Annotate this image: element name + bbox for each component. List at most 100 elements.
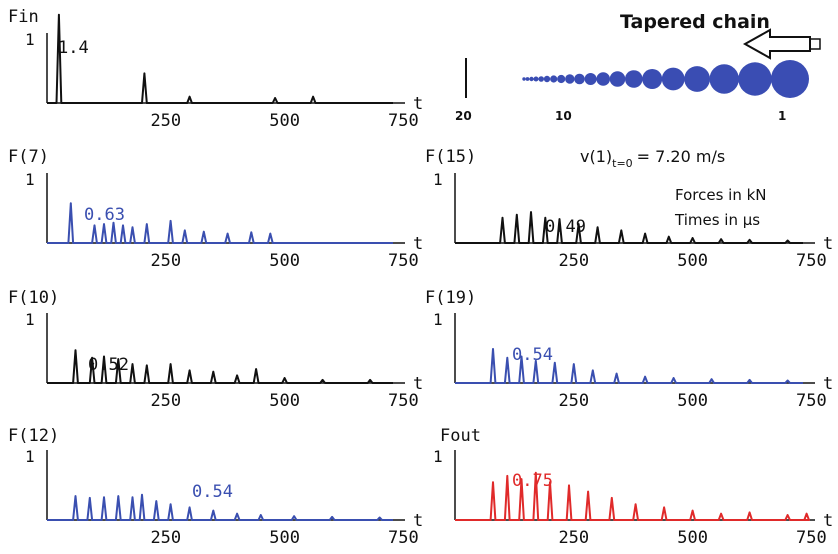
panel-title: Fout [440, 426, 481, 446]
data-point [668, 235, 670, 238]
x-tick-label: 500 [677, 391, 708, 411]
bead-13 [557, 74, 566, 84]
bead-14 [550, 75, 558, 83]
data-point [786, 379, 789, 382]
data-point [492, 348, 494, 350]
data-point [558, 218, 561, 220]
data-point [141, 494, 143, 496]
bead-1 [771, 60, 809, 98]
data-point [236, 374, 238, 377]
data-point [520, 355, 523, 358]
velocity-label: v(1) [580, 147, 612, 166]
data-point [634, 503, 637, 506]
chain-label-10: 10 [555, 109, 572, 123]
data-point [520, 478, 523, 480]
x-tick-label: 750 [388, 251, 419, 271]
x-axis-label: t [413, 511, 423, 531]
data-point [293, 515, 295, 517]
series-line [455, 348, 803, 384]
data-point [117, 495, 120, 497]
bead-17 [533, 76, 539, 82]
x-axis-label: t [413, 374, 423, 394]
x-tick-label: 500 [269, 528, 300, 548]
data-point [748, 379, 751, 381]
series-line [47, 349, 393, 384]
data-point [596, 226, 599, 229]
x-axis-label: t [823, 374, 833, 394]
peak-label: 0.52 [88, 355, 129, 375]
data-point [587, 490, 589, 493]
data-point [169, 503, 172, 506]
peak-label: 0.54 [192, 482, 233, 502]
x-tick-label: 750 [796, 391, 827, 411]
x-tick-label: 500 [269, 391, 300, 411]
data-point [369, 379, 371, 381]
data-point [501, 217, 504, 219]
data-point [122, 224, 124, 227]
data-point [103, 223, 105, 225]
velocity-value: = 7.20 m/s [637, 147, 726, 166]
data-point [260, 514, 262, 516]
data-point [720, 238, 722, 240]
data-point [710, 378, 713, 381]
x-axis-label: t [823, 511, 833, 531]
data-point [312, 95, 314, 98]
data-point [212, 509, 215, 512]
data-point [146, 364, 148, 367]
x-tick-label: 500 [677, 251, 708, 271]
data-point [492, 481, 494, 484]
data-point [672, 377, 675, 379]
data-point [226, 232, 229, 235]
data-point [331, 516, 333, 518]
y-tick-label: 1 [433, 310, 443, 329]
data-point [748, 239, 751, 241]
arrow-left-icon [742, 28, 821, 60]
data-point [506, 475, 509, 477]
bead-18 [529, 76, 534, 82]
data-point [169, 363, 172, 365]
x-tick-label: 750 [388, 391, 419, 411]
x-tick-label: 250 [150, 251, 181, 271]
data-point [131, 226, 134, 229]
bead-3 [709, 64, 739, 94]
data-point [805, 512, 808, 515]
x-tick-label: 250 [150, 111, 181, 131]
panel-title: F(7) [8, 147, 49, 167]
panel-title: F(15) [425, 147, 476, 167]
data-point [112, 222, 115, 224]
data-point [535, 360, 537, 362]
panel-title: F(10) [8, 288, 59, 308]
bead-7 [625, 70, 643, 88]
y-tick-label: 1 [25, 170, 35, 189]
bead-5 [661, 67, 685, 91]
data-point [663, 506, 665, 509]
data-point [530, 211, 532, 213]
data-point [184, 229, 186, 232]
data-point [592, 369, 594, 372]
peak-label: 0.75 [512, 471, 553, 491]
velocity-subscript: t=0 [612, 157, 633, 170]
data-point [615, 372, 618, 375]
x-axis-label: t [413, 94, 423, 114]
peak-label: 1.4 [58, 38, 89, 58]
data-point [169, 220, 172, 222]
bead-20 [522, 77, 526, 81]
bead-12 [565, 74, 575, 84]
data-point [212, 370, 215, 373]
data-point [577, 223, 580, 225]
bead-6 [642, 69, 663, 89]
data-point [58, 14, 60, 16]
data-point [117, 358, 120, 360]
y-tick-label: 1 [25, 447, 35, 466]
data-point [93, 224, 96, 227]
x-tick-label: 500 [269, 111, 300, 131]
peak-label: 0.63 [84, 205, 125, 225]
data-point [103, 355, 105, 358]
